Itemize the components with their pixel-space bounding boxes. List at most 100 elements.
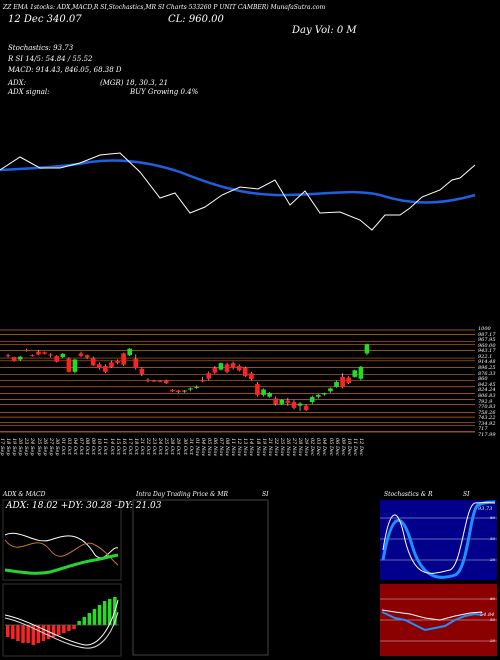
- candle-body: [285, 400, 291, 403]
- candle-body: [242, 367, 248, 377]
- candle-body: [218, 363, 224, 370]
- macd-histogram-bar: [26, 625, 30, 643]
- macd-histogram-bar: [77, 621, 81, 625]
- macd-histogram-bar: [72, 625, 76, 629]
- candle-body: [249, 373, 254, 380]
- price-tick-label: 770.83: [478, 404, 496, 411]
- stoch-title: Stochastics & R: [384, 491, 433, 498]
- candle-body: [23, 349, 29, 351]
- intraday-title: Intra Day Trading Price & MR: [136, 491, 229, 498]
- macd-histogram-bar: [31, 625, 35, 645]
- candle-body: [115, 360, 120, 363]
- candle-body: [212, 367, 218, 373]
- macd-histogram-bar: [57, 625, 61, 635]
- candle-body: [236, 366, 242, 371]
- macd-histogram-bar: [97, 605, 102, 625]
- header-close: CL: 960.00: [168, 14, 224, 25]
- intraday-panel: [132, 499, 269, 656]
- price-tick-label: 717.99: [478, 432, 496, 438]
- header-adx-signal: ADX signal:: [8, 88, 50, 96]
- candle-body: [157, 381, 163, 383]
- header-mgr: (MGR) 18, 30.3, 21: [100, 79, 169, 87]
- candle-body: [352, 370, 358, 377]
- candle-body: [66, 358, 72, 372]
- candle-body: [109, 362, 114, 368]
- candle-body: [340, 376, 345, 387]
- stoch-d-line: [381, 500, 496, 579]
- header-macd: MACD: 914.43, 846.05, 68.38 D: [8, 66, 122, 74]
- stoch-value: 93.73: [478, 506, 493, 512]
- header-line1: ZZ EMA 1stocks: ADX,MACD,R SI,Stochastic…: [3, 4, 326, 11]
- header-rsi: R SI 14/5: 54.84 / 55.52: [8, 55, 93, 63]
- adx-macd-title: ADX & MACD: [3, 491, 46, 498]
- candle-body: [303, 405, 309, 411]
- stoch-axis-80: 80: [490, 515, 496, 520]
- price-tick-label: 792.9: [478, 398, 493, 405]
- price-tick-label: 987.17: [478, 331, 496, 338]
- price-tick-label: 743.22: [478, 415, 496, 422]
- minus-di-line: [4, 553, 119, 575]
- candle-body: [206, 373, 212, 379]
- price-tick-label: 806.83: [478, 392, 496, 399]
- rsi-white-line: [381, 609, 483, 621]
- header-day-vol: Day Vol: 0 M: [292, 25, 357, 36]
- candle-body: [133, 358, 139, 368]
- candle-body: [322, 393, 327, 395]
- price-tick-label: 914.48: [478, 359, 496, 366]
- candle-body: [90, 358, 96, 366]
- candle-body: [36, 351, 41, 355]
- macd-histogram-bar: [6, 625, 10, 637]
- price-tick-label: 717: [478, 426, 488, 433]
- price-tick-label: 943.17: [478, 348, 496, 355]
- candle-body: [279, 399, 285, 404]
- candle-body: [346, 377, 352, 383]
- macd-histogram-bar: [21, 625, 25, 643]
- stoch-axis-20: 20: [490, 557, 496, 562]
- header-buy: BUY Growing 0.4%: [130, 88, 199, 96]
- rsi-axis-20: 20: [490, 638, 496, 643]
- candle-body: [72, 359, 78, 372]
- candle-body: [358, 366, 364, 379]
- macd-histogram-bar: [87, 613, 92, 625]
- macd-histogram-bar: [36, 625, 41, 643]
- header-date-value: 12 Dec 340.07: [8, 14, 82, 25]
- rsi-value: 54.84: [480, 612, 495, 618]
- candle-body: [255, 384, 260, 395]
- candle-body: [30, 355, 35, 357]
- candle-body: [103, 366, 108, 372]
- candle-body: [334, 381, 339, 387]
- candle-body: [297, 403, 303, 406]
- candle-body: [54, 355, 60, 362]
- candle-body: [200, 380, 206, 382]
- candle-body: [96, 364, 102, 369]
- macd-histogram-bar: [51, 625, 56, 637]
- adx-line: [4, 532, 119, 559]
- candle-body: [145, 379, 151, 382]
- macd-histogram-bar: [92, 609, 97, 625]
- rsi-blue-line: [381, 611, 483, 632]
- price-tick-label: 1000: [478, 326, 491, 332]
- price-tick-label: 960.00: [478, 342, 496, 349]
- candle-body: [309, 397, 315, 403]
- candle-body: [42, 352, 47, 354]
- price-tick-label: 758.26: [478, 409, 496, 416]
- white-price-line: [0, 152, 476, 231]
- candle-body: [291, 402, 297, 408]
- price-tick-label: 876.33: [478, 370, 496, 377]
- candle-body: [176, 390, 181, 392]
- header-adx: ADX:: [8, 79, 27, 87]
- candle-body: [127, 348, 133, 356]
- macd-histogram-bar: [82, 617, 86, 625]
- macd-line: [4, 599, 119, 646]
- price-tick-label: 734.92: [478, 420, 496, 427]
- price-tick-label: 860: [478, 376, 488, 383]
- stoch-k-line: [382, 502, 496, 574]
- candle-body: [328, 388, 333, 392]
- candle-body: [78, 353, 84, 356]
- price-tick-label: 842.45: [478, 381, 496, 388]
- candle-body: [273, 398, 279, 405]
- candle-body: [151, 380, 157, 382]
- candle-body: [188, 388, 193, 390]
- intraday-si: SI: [262, 491, 269, 498]
